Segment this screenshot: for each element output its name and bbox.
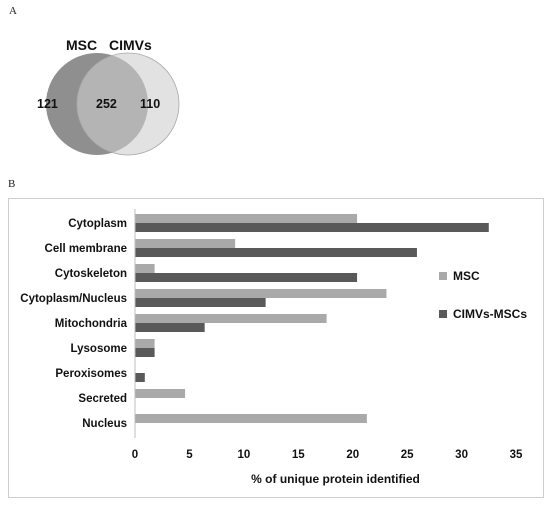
bar-msc-cell-membrane <box>135 239 236 248</box>
bar-cimvs-mscs-mitochondria <box>135 323 205 332</box>
x-axis-title: % of unique protein identified <box>251 472 420 486</box>
x-tick-label: 35 <box>510 449 523 461</box>
legend-swatch <box>439 310 447 318</box>
panel-b-label: B <box>8 178 16 190</box>
bar-cimvs-mscs-cell-membrane <box>135 248 417 257</box>
x-tick-label: 15 <box>292 449 305 461</box>
venn-diagram: MSC CIMVs 121 252 110 <box>37 37 180 156</box>
bar-cimvs-mscs-peroxisomes <box>135 373 145 382</box>
bar-msc-mitochondria <box>135 314 327 323</box>
legend: MSC CIMVs-MSCs <box>439 269 527 321</box>
category-label: Secreted <box>78 393 127 405</box>
category-label: Cytoplasm <box>68 218 127 230</box>
bar-cimvs-mscs-cytoskeleton <box>135 273 358 282</box>
venn-count-cimvs-only: 110 <box>140 97 160 111</box>
bar-chart-frame: Cytoplasm Cell membrane Cytoskeleton Cytopl… <box>8 198 544 498</box>
bar-msc-cytoskeleton <box>135 264 155 273</box>
x-tick-label: 30 <box>455 449 468 461</box>
bar-cimvs-mscs-lysosome <box>135 348 155 357</box>
x-tick-label: 25 <box>401 449 414 461</box>
x-tick-label: 10 <box>237 449 250 461</box>
category-labels: Cytoplasm Cell membrane Cytoskeleton Cytopl… <box>20 218 127 430</box>
venn-count-msc-only: 121 <box>37 97 58 111</box>
bar-chart: Cytoplasm Cell membrane Cytoskeleton Cytopl… <box>20 209 527 486</box>
x-tick-label: 5 <box>186 449 193 461</box>
bar-msc-cytoplasm <box>135 214 358 223</box>
bars-layer <box>135 214 489 423</box>
category-label: Lysosome <box>71 343 127 355</box>
legend-label: MSC <box>453 269 480 283</box>
bar-msc-cytoplasm-nucleus <box>135 289 387 298</box>
venn-label-msc: MSC <box>66 37 97 53</box>
panel-a-label: A <box>9 5 17 17</box>
category-label: Peroxisomes <box>55 368 127 380</box>
bar-msc-secreted <box>135 389 186 398</box>
legend-swatch <box>439 272 447 280</box>
x-tick-label: 0 <box>132 449 138 461</box>
category-label: Cytoplasm/Nucleus <box>20 293 127 305</box>
bar-cimvs-mscs-cytoplasm <box>135 223 489 232</box>
x-tick-label: 20 <box>346 449 359 461</box>
category-label: Nucleus <box>82 418 127 430</box>
venn-count-shared: 252 <box>96 97 117 111</box>
venn-overlap <box>76 53 148 155</box>
category-label: Cytoskeleton <box>55 268 127 280</box>
category-label: Mitochondria <box>55 318 128 330</box>
category-label: Cell membrane <box>45 243 127 255</box>
venn-label-cimvs: CIMVs <box>109 37 152 53</box>
bar-msc-lysosome <box>135 339 155 348</box>
legend-label: CIMVs-MSCs <box>453 307 527 321</box>
bar-msc-nucleus <box>135 414 367 423</box>
x-tick-labels: 0 5 10 15 20 25 30 35 <box>132 449 523 461</box>
bar-cimvs-mscs-cytoplasm-nucleus <box>135 298 266 307</box>
